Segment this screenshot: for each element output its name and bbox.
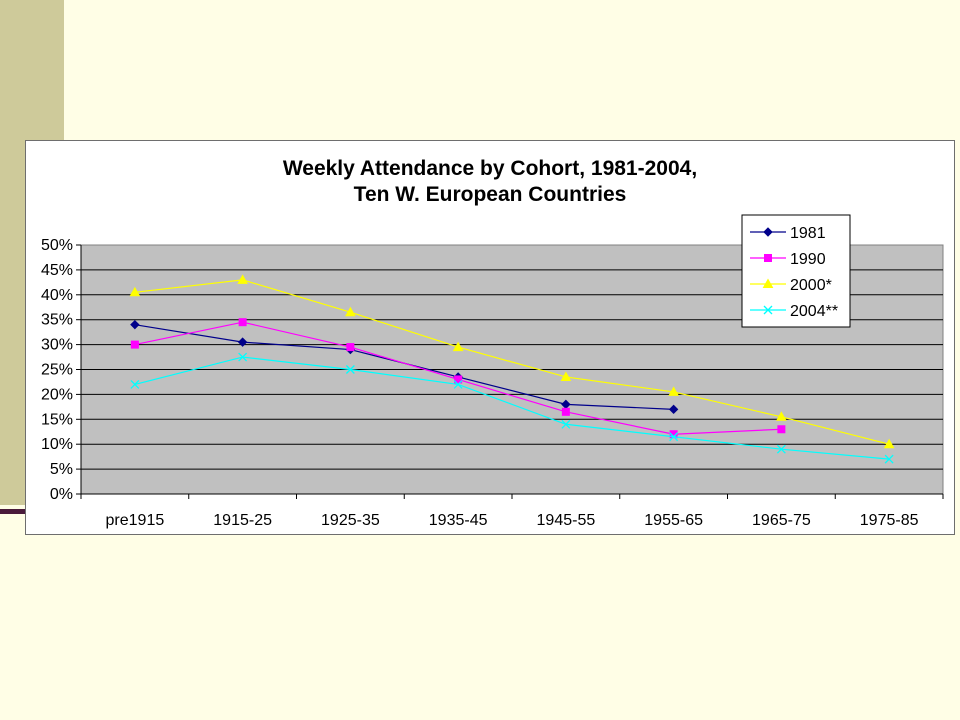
x-tick-label: 1915-25: [213, 512, 272, 529]
x-tick-label: pre1915: [106, 512, 165, 529]
legend-label: 1990: [790, 251, 826, 268]
x-tick-label: 1955-65: [644, 512, 703, 529]
legend-marker: [762, 278, 774, 288]
legend-label: 2004**: [790, 303, 838, 320]
legend-marker: [763, 305, 773, 315]
series-line: [134, 279, 890, 445]
y-tick-label: 25%: [41, 362, 73, 379]
legend-entry: 1990: [750, 251, 826, 268]
data-point: [669, 432, 679, 442]
x-tick-label: 1965-75: [752, 512, 811, 529]
chart-title-line: Ten W. European Countries: [354, 183, 627, 206]
data-point: [130, 319, 140, 330]
legend-entry: 2000*: [750, 277, 832, 294]
data-point: [130, 379, 140, 389]
y-tick-label: 20%: [41, 386, 73, 403]
data-point: [237, 274, 248, 284]
line-chart: Weekly Attendance by Cohort, 1981-2004, T…: [41, 157, 944, 529]
legend-entry: 2004**: [750, 303, 838, 320]
data-point: [238, 318, 247, 327]
data-point: [669, 430, 678, 439]
x-tick-label: 1935-45: [429, 512, 488, 529]
data-point: [454, 375, 463, 384]
series-1990: [130, 318, 786, 439]
data-point: [883, 438, 895, 449]
x-tick-label: 1925-35: [321, 512, 380, 529]
y-tick-label: 30%: [41, 337, 73, 354]
y-tick-label: 0%: [50, 486, 73, 503]
data-point: [884, 454, 894, 464]
legend-marker: [764, 254, 772, 262]
data-point: [668, 386, 679, 396]
data-point: [237, 337, 248, 347]
data-point: [452, 341, 464, 352]
legend-label: 1981: [790, 225, 826, 242]
legend-label: 2000*: [790, 277, 832, 294]
data-point: [776, 444, 786, 454]
chart-container: Weekly Attendance by Cohort, 1981-2004, T…: [25, 140, 955, 535]
data-point: [238, 352, 248, 362]
x-tick-label: 1945-55: [537, 512, 596, 529]
y-tick-label: 45%: [41, 262, 73, 279]
y-tick-label: 15%: [41, 411, 73, 428]
legend-entry: 1981: [750, 225, 826, 242]
data-point: [776, 411, 787, 421]
data-point: [453, 379, 463, 389]
y-tick-label: 35%: [41, 312, 73, 329]
series-line: [134, 356, 890, 460]
y-tick-label: 10%: [41, 436, 73, 453]
legend-box: [741, 214, 851, 328]
x-tick-label: 1975-85: [860, 512, 919, 529]
series-2004: [130, 352, 894, 464]
data-point: [345, 365, 355, 374]
legend-marker: [763, 227, 773, 237]
data-point: [130, 340, 139, 349]
y-tick-label: 40%: [41, 287, 73, 304]
data-point: [560, 371, 572, 381]
chart-title-line: Weekly Attendance by Cohort, 1981-2004,: [283, 157, 697, 180]
data-point: [777, 425, 786, 434]
data-point: [346, 343, 355, 352]
data-point: [668, 404, 679, 415]
series-2000: [129, 274, 895, 449]
data-point: [345, 306, 356, 317]
y-tick-label: 5%: [50, 461, 73, 478]
data-point: [561, 419, 571, 429]
slide-accent-line: [0, 509, 30, 514]
data-point: [561, 407, 570, 416]
data-point: [129, 286, 141, 297]
y-tick-label: 50%: [41, 237, 73, 254]
